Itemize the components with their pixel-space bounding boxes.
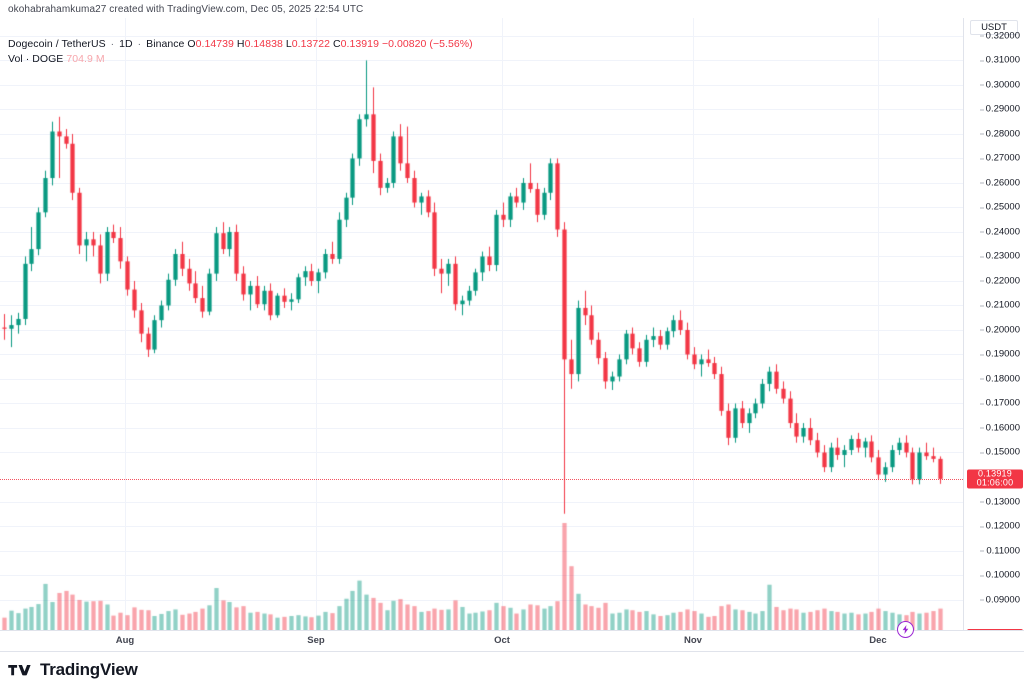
price-axis-tick: 0.13000 [979, 496, 1020, 507]
price-axis-tick: 0.25000 [979, 202, 1020, 213]
tick-dash [979, 575, 984, 577]
tick-dash [979, 231, 984, 233]
price-axis-tick: 0.17000 [979, 398, 1020, 409]
current-price-line [0, 478, 963, 480]
tradingview-wordmark: TradingView [40, 660, 138, 679]
price-axis-tick: 0.30000 [979, 79, 1020, 90]
current-price-badge: 0.13919 01:06:00 [967, 468, 1023, 489]
tick-dash [979, 403, 984, 405]
price-axis-tick: 0.26000 [979, 177, 1020, 188]
price-axis-tick: 0.11000 [980, 545, 1020, 556]
candlestick-series-canvas[interactable] [0, 18, 963, 630]
price-axis-tick: 0.18000 [979, 373, 1020, 384]
time-axis-tick: Nov [684, 635, 702, 646]
price-axis-tick: 0.20000 [979, 324, 1020, 335]
time-axis-tick: Aug [115, 635, 135, 646]
tick-dash [980, 550, 985, 552]
tick-dash [979, 109, 984, 111]
price-axis-tick: 0.29000 [979, 104, 1020, 115]
chart-frame: USDT 0.32000 0.31000 0.30000 0.29000 0.28000… [0, 18, 1024, 641]
tick-dash [979, 354, 984, 356]
lightning-glyph [902, 625, 909, 634]
tick-dash [979, 280, 984, 282]
price-axis-tick: 0.22000 [979, 275, 1020, 286]
tick-dash [979, 60, 984, 62]
price-axis-tick: 0.19000 [979, 349, 1020, 360]
tick-dash [979, 35, 984, 37]
current-price-value: 0.13919 [978, 468, 1012, 479]
tick-dash [979, 207, 984, 209]
tick-dash [979, 84, 984, 86]
tick-dash [979, 133, 984, 135]
price-axis-tick: 0.16000 [979, 422, 1020, 433]
tick-dash [979, 599, 984, 601]
tick-dash [979, 256, 984, 258]
time-axis-tick: Dec [869, 635, 887, 646]
price-axis-tick: 0.12000 [979, 521, 1020, 532]
currency-label: USDT [970, 20, 1018, 35]
attribution-text: okohabrahamkuma27 created with TradingVi… [8, 4, 364, 15]
price-axis-tick: 0.32000 [979, 30, 1020, 41]
tick-dash [979, 427, 984, 429]
tradingview-mark-icon [8, 664, 31, 675]
time-axis[interactable]: Aug Sep Oct Nov Dec [0, 630, 1024, 652]
time-axis-tick: Sep [307, 635, 325, 646]
countdown-value: 01:06:00 [976, 477, 1014, 488]
price-axis-tick: 0.24000 [979, 226, 1020, 237]
price-axis-tick: 0.09000 [979, 594, 1020, 605]
time-axis-tick: Oct [494, 635, 510, 646]
price-axis-tick: 0.10000 [979, 570, 1020, 581]
price-axis-tick: 0.15000 [979, 447, 1020, 458]
plot-area[interactable] [0, 18, 963, 630]
tick-dash [979, 305, 984, 307]
tradingview-logo[interactable]: TradingView [8, 660, 138, 680]
tick-dash [979, 452, 984, 454]
lightning-icon[interactable] [897, 621, 914, 638]
price-axis-tick: 0.27000 [979, 153, 1020, 164]
tick-dash [979, 501, 984, 503]
price-axis[interactable]: USDT 0.32000 0.31000 0.30000 0.29000 0.28000… [963, 18, 1024, 641]
price-axis-tick: 0.31000 [979, 55, 1020, 66]
price-axis-tick: 0.21000 [979, 300, 1020, 311]
tick-dash [979, 329, 984, 331]
tick-dash [979, 158, 984, 160]
tick-dash [979, 526, 984, 527]
price-axis-tick: 0.28000 [979, 128, 1020, 139]
price-axis-tick: 0.23000 [979, 251, 1020, 262]
tick-dash [979, 182, 984, 184]
tick-dash [979, 378, 984, 380]
